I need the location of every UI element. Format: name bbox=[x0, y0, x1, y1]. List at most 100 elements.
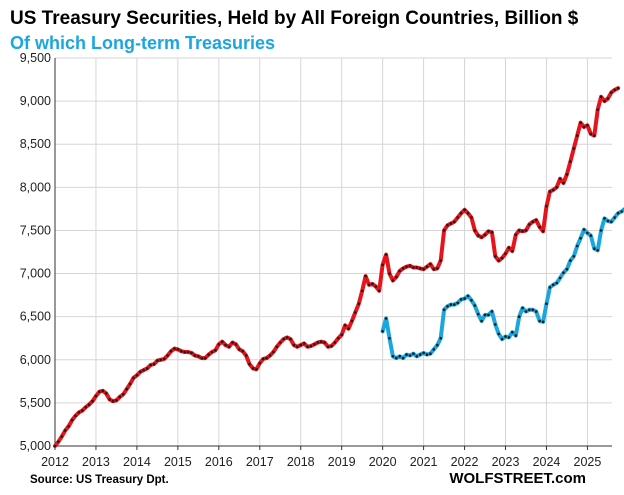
data-point bbox=[579, 236, 582, 240]
data-point bbox=[531, 308, 535, 312]
data-point bbox=[81, 409, 84, 412]
data-point bbox=[268, 354, 272, 357]
data-point bbox=[425, 265, 429, 269]
data-point bbox=[234, 343, 238, 346]
chart-subtitle: Of which Long-term Treasuries bbox=[10, 33, 276, 53]
data-point bbox=[528, 223, 531, 226]
data-point bbox=[616, 211, 620, 215]
data-point bbox=[548, 190, 552, 193]
data-point bbox=[593, 134, 596, 137]
data-point bbox=[555, 281, 558, 285]
data-point bbox=[248, 362, 251, 366]
data-point bbox=[575, 244, 579, 248]
data-point bbox=[180, 349, 183, 353]
x-tick-label: 2019 bbox=[328, 455, 356, 469]
data-point bbox=[108, 398, 111, 401]
data-point bbox=[432, 267, 436, 271]
data-point bbox=[323, 341, 326, 344]
data-point bbox=[405, 353, 408, 356]
data-point bbox=[350, 319, 354, 323]
data-point bbox=[118, 395, 122, 399]
data-point bbox=[586, 231, 589, 235]
data-point bbox=[142, 368, 145, 372]
brand-label: WOLFSTREET.com bbox=[449, 470, 586, 487]
data-point bbox=[207, 353, 210, 356]
data-point bbox=[272, 350, 275, 354]
data-point bbox=[190, 351, 193, 355]
data-point bbox=[330, 344, 333, 348]
data-point bbox=[183, 350, 186, 354]
data-point bbox=[162, 357, 166, 361]
data-point bbox=[77, 411, 81, 414]
series bbox=[53, 86, 624, 448]
data-point bbox=[132, 376, 135, 380]
data-point bbox=[418, 267, 422, 270]
data-point bbox=[610, 91, 613, 94]
data-point bbox=[214, 349, 217, 352]
data-point bbox=[306, 345, 309, 349]
data-point bbox=[524, 229, 528, 232]
x-tick-label: 2013 bbox=[82, 455, 110, 469]
data-point bbox=[558, 276, 562, 280]
data-point bbox=[582, 125, 586, 129]
data-point bbox=[603, 217, 606, 220]
data-point bbox=[326, 345, 330, 349]
data-point bbox=[494, 323, 497, 326]
data-point bbox=[429, 352, 432, 356]
data-point bbox=[125, 387, 128, 391]
data-point bbox=[377, 289, 381, 293]
data-point bbox=[343, 324, 347, 327]
data-point bbox=[596, 108, 599, 111]
data-point bbox=[227, 345, 231, 349]
data-point bbox=[606, 97, 610, 100]
data-point bbox=[258, 361, 262, 365]
data-point bbox=[473, 304, 477, 307]
source-note: Source: US Treasury Dpt. bbox=[30, 474, 169, 486]
data-point bbox=[507, 336, 511, 339]
data-point bbox=[135, 374, 139, 377]
data-point bbox=[575, 134, 579, 137]
y-tick-label: 5,000 bbox=[20, 439, 51, 453]
data-point bbox=[599, 95, 603, 99]
data-point bbox=[128, 382, 132, 386]
data-point bbox=[483, 313, 487, 317]
data-point bbox=[596, 249, 599, 252]
data-point bbox=[302, 342, 306, 345]
data-point bbox=[538, 225, 541, 229]
data-point bbox=[98, 390, 101, 394]
data-point bbox=[299, 343, 303, 347]
x-tick-label: 2024 bbox=[533, 455, 561, 469]
data-point bbox=[371, 282, 374, 286]
data-point bbox=[388, 336, 391, 340]
data-point bbox=[244, 354, 248, 357]
data-point bbox=[381, 330, 384, 333]
data-point bbox=[57, 440, 60, 444]
data-point bbox=[538, 319, 541, 323]
data-point bbox=[470, 299, 473, 302]
data-point bbox=[169, 349, 173, 353]
data-point bbox=[173, 347, 176, 350]
data-point bbox=[313, 343, 316, 346]
data-point bbox=[415, 355, 419, 358]
data-point bbox=[159, 358, 163, 362]
data-point bbox=[94, 394, 98, 398]
x-tick-label: 2025 bbox=[574, 455, 602, 469]
data-point bbox=[265, 356, 268, 360]
data-point bbox=[395, 275, 398, 279]
data-point bbox=[347, 327, 350, 331]
data-point bbox=[487, 313, 490, 317]
data-point bbox=[620, 210, 623, 213]
data-point bbox=[418, 353, 422, 356]
data-point bbox=[166, 354, 169, 357]
data-point bbox=[275, 345, 279, 349]
data-point bbox=[504, 335, 507, 338]
data-point bbox=[439, 259, 443, 262]
data-point bbox=[504, 252, 507, 255]
data-point bbox=[552, 188, 555, 192]
data-point bbox=[459, 298, 463, 301]
data-point bbox=[115, 399, 118, 402]
data-point bbox=[398, 355, 402, 358]
data-point bbox=[497, 259, 501, 262]
data-point bbox=[152, 362, 156, 366]
x-tick-label: 2012 bbox=[41, 455, 69, 469]
